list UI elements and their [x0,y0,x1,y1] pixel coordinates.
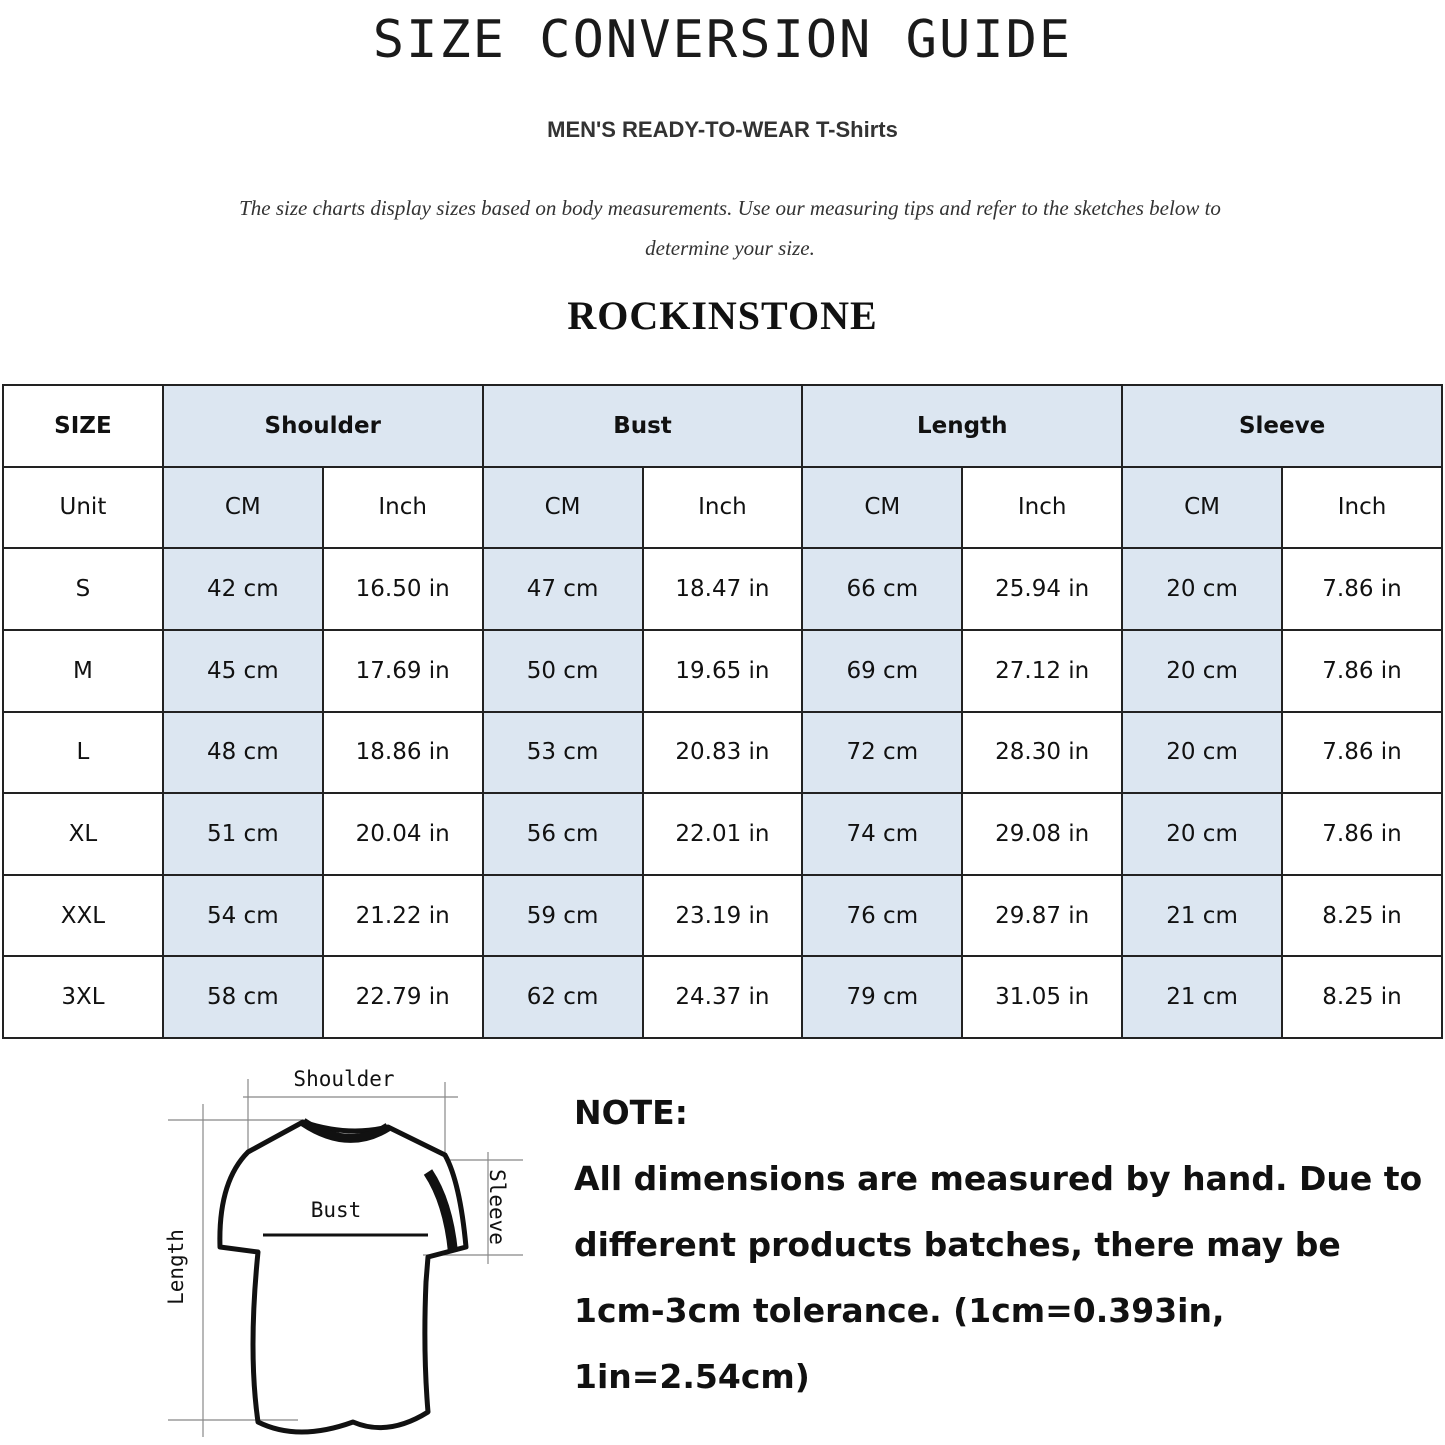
table-row: XXL 54 cm 21.22 in 59 cm 23.19 in 76 cm 29.87 … [2,873,1443,958]
table-row: XL 51 cm 20.04 in 56 cm 22.01 in 74 cm 29.08 i… [2,792,1443,876]
value-cell: 31.05 in [961,955,1124,1039]
value-cell: 24.37 in [641,955,804,1039]
value-cell: 62 cm [481,955,644,1039]
value-cell: 29.87 in [961,873,1124,958]
diagram-label-length: Length [164,1229,188,1305]
value-cell: 20 cm [1121,792,1283,876]
size-cell: XL [2,792,164,876]
note-block: NOTE: All dimensions are measured by han… [574,1080,1424,1410]
value-cell: 56 cm [481,792,644,876]
value-cell: 19.65 in [641,628,804,713]
size-cell: 3XL [2,955,164,1039]
value-cell: 7.86 in [1281,792,1443,876]
value-cell: 8.25 in [1281,955,1443,1039]
table-row: 3XL 58 cm 22.79 in 62 cm 24.37 in 79 cm 31.05 … [2,955,1443,1039]
value-cell: 17.69 in [321,628,484,713]
group-header-shoulder: Shoulder [161,384,484,468]
value-cell: 29.08 in [961,792,1124,876]
value-cell: 22.79 in [321,955,484,1039]
value-cell: 16.50 in [321,547,484,631]
value-cell: 59 cm [481,873,644,958]
value-cell: 18.86 in [321,710,484,795]
unit-cell: CM [801,465,964,550]
value-cell: 20.04 in [321,792,484,876]
value-cell: 79 cm [801,955,964,1039]
value-cell: 23.19 in [641,873,804,958]
size-table: SIZE Shoulder Bust Length Sleeve Unit CM Inch CM… [2,384,1443,1039]
value-cell: 7.86 in [1281,710,1443,795]
diagram-label-sleeve: Sleeve [485,1169,509,1245]
diagram-label-shoulder: Shoulder [293,1067,394,1091]
measure-lines [168,1079,523,1437]
table-row: L 48 cm 18.86 in 53 cm 20.83 in 72 cm 28.30 in… [2,710,1443,795]
value-cell: 53 cm [481,710,644,795]
value-cell: 20 cm [1121,710,1283,795]
unit-label-cell: Unit [2,465,164,550]
value-cell: 18.47 in [641,547,804,631]
value-cell: 54 cm [161,873,324,958]
value-cell: 69 cm [801,628,964,713]
note-text: All dimensions are measured by hand. Due… [574,1159,1423,1396]
size-header-cell: SIZE [2,384,164,468]
description: The size charts display sizes based on b… [239,196,1221,260]
value-cell: 74 cm [801,792,964,876]
value-cell: 76 cm [801,873,964,958]
size-cell: S [2,547,164,631]
value-cell: 20 cm [1121,628,1283,713]
header-row: SIZE Shoulder Bust Length Sleeve [2,384,1443,468]
unit-row: Unit CM Inch CM Inch CM Inch CM Inch [2,465,1443,550]
value-cell: 66 cm [801,547,964,631]
value-cell: 50 cm [481,628,644,713]
table-row: S 42 cm 16.50 in 47 cm 18.47 in 66 cm 25.94 in… [2,547,1443,631]
value-cell: 45 cm [161,628,324,713]
subtitle: MEN'S READY-TO-WEAR T-Shirts [547,117,898,142]
unit-cell: Inch [321,465,484,550]
value-cell: 72 cm [801,710,964,795]
tshirt-measurement-diagram: Shoulder Bust Length Sleeve [164,1067,523,1437]
page-title: SIZE CONVERSION GUIDE [372,10,1073,70]
value-cell: 8.25 in [1281,873,1443,958]
value-cell: 22.01 in [641,792,804,876]
diagram-label-bust: Bust [311,1198,362,1222]
value-cell: 7.86 in [1281,628,1443,713]
value-cell: 58 cm [161,955,324,1039]
value-cell: 42 cm [161,547,324,631]
unit-cell: CM [1121,465,1283,550]
table-row: M 45 cm 17.69 in 50 cm 19.65 in 69 cm 27.12 in… [2,628,1443,713]
value-cell: 21.22 in [321,873,484,958]
value-cell: 27.12 in [961,628,1124,713]
value-cell: 7.86 in [1281,547,1443,631]
unit-cell: Inch [961,465,1124,550]
group-header-length: Length [801,384,1124,468]
size-cell: XXL [2,873,164,958]
value-cell: 47 cm [481,547,644,631]
unit-cell: Inch [641,465,804,550]
unit-cell: Inch [1281,465,1443,550]
tshirt-icon [217,1118,469,1435]
unit-cell: CM [481,465,644,550]
value-cell: 28.30 in [961,710,1124,795]
note-heading: NOTE: [574,1093,688,1132]
value-cell: 20.83 in [641,710,804,795]
size-cell: M [2,628,164,713]
value-cell: 21 cm [1121,955,1283,1039]
value-cell: 21 cm [1121,873,1283,958]
unit-cell: CM [161,465,324,550]
value-cell: 25.94 in [961,547,1124,631]
size-cell: L [2,710,164,795]
value-cell: 48 cm [161,710,324,795]
group-header-bust: Bust [481,384,804,468]
group-header-sleeve: Sleeve [1121,384,1443,468]
value-cell: 51 cm [161,792,324,876]
value-cell: 20 cm [1121,547,1283,631]
brand-name: ROCKINSTONE [567,293,878,338]
